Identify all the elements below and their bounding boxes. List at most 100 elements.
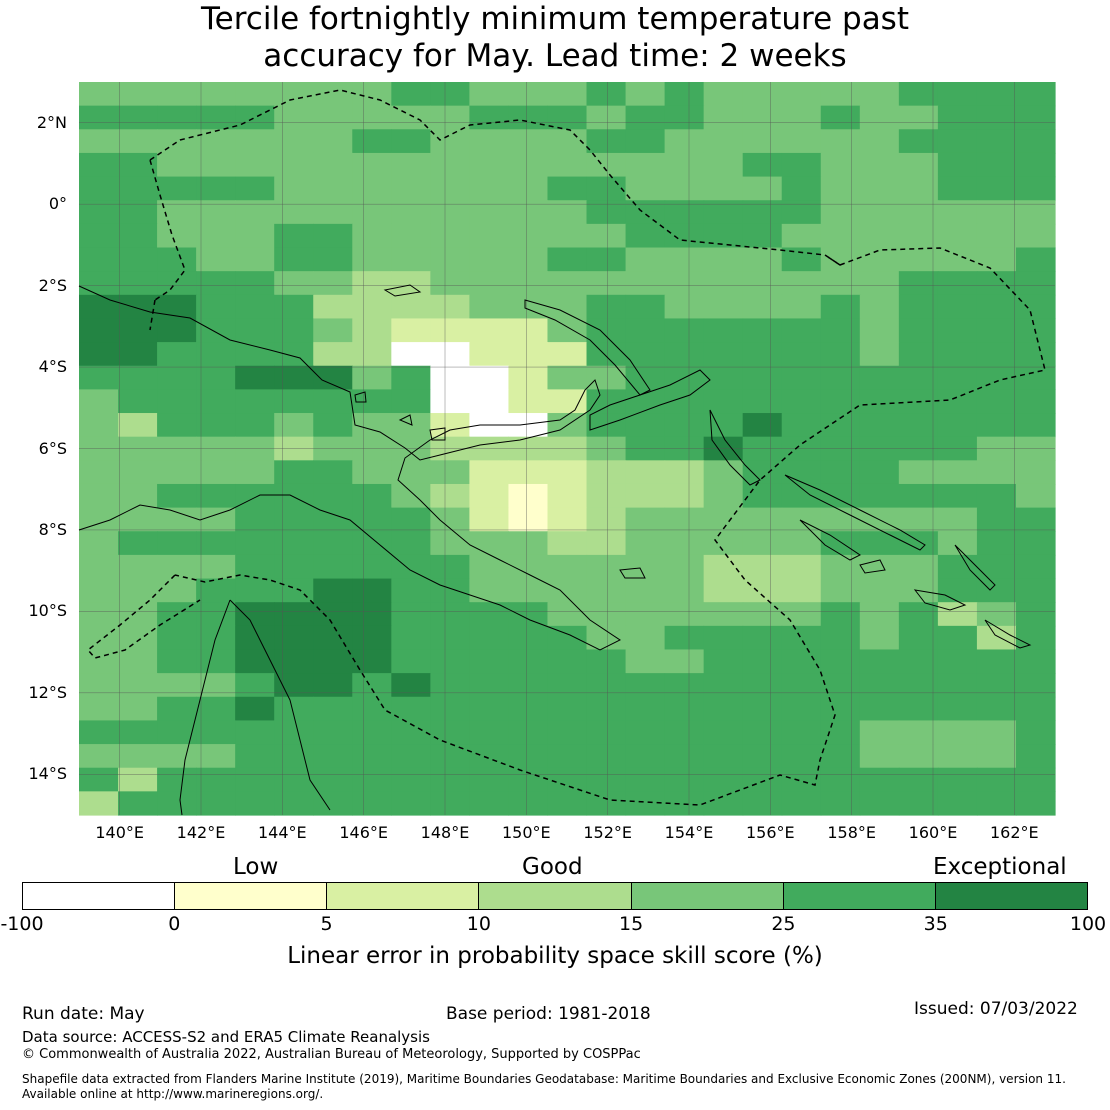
skill-cell xyxy=(859,436,900,461)
skill-cell xyxy=(313,554,353,580)
skill-cell xyxy=(586,720,627,745)
skill-cell xyxy=(391,554,431,580)
skill-cell xyxy=(742,696,783,722)
skill-cell xyxy=(1015,791,1056,816)
skill-cell xyxy=(976,483,1017,509)
skill-cell xyxy=(508,105,549,130)
skill-cell xyxy=(235,649,275,674)
skill-cell xyxy=(508,720,549,745)
skill-cell xyxy=(820,318,861,343)
skill-cell xyxy=(1015,365,1056,390)
skill-cell xyxy=(547,436,588,461)
skill-cell xyxy=(703,176,744,201)
skill-cell xyxy=(157,767,197,792)
skill-cell xyxy=(1015,578,1056,603)
skill-cell xyxy=(430,365,470,390)
skill-cell xyxy=(586,696,627,722)
skill-cell xyxy=(976,531,1017,556)
skill-cell xyxy=(976,744,1017,769)
skill-cell xyxy=(664,531,705,556)
skill-cell xyxy=(781,720,822,745)
longitude-tick-label: 158°E xyxy=(827,823,876,842)
skill-cell xyxy=(118,413,158,438)
skill-cell xyxy=(742,649,783,674)
colorbar-segment xyxy=(23,883,176,909)
skill-cell xyxy=(859,767,900,792)
skill-cell xyxy=(976,507,1017,532)
skill-cell xyxy=(235,318,275,343)
skill-cell xyxy=(469,342,510,367)
shapefile-credit-line-2: Available online at http://www.marinereg… xyxy=(22,1087,324,1101)
skill-cell xyxy=(664,696,705,722)
skill-cell xyxy=(742,413,783,438)
skill-cell xyxy=(79,460,119,485)
skill-cell xyxy=(859,271,900,296)
skill-cell xyxy=(859,129,900,154)
skill-cell xyxy=(469,767,510,792)
skill-cell xyxy=(118,365,158,390)
skill-cell xyxy=(391,791,431,816)
skill-cell xyxy=(898,152,939,178)
skill-cell xyxy=(976,791,1017,816)
skill-cell xyxy=(547,507,588,532)
skill-cell xyxy=(352,507,392,532)
skill-cell xyxy=(157,696,197,722)
skill-cell xyxy=(313,294,353,320)
latitude-tick-label: 14°S xyxy=(28,764,67,784)
skill-cell xyxy=(898,531,939,556)
skill-cell xyxy=(469,720,510,745)
skill-cell xyxy=(937,696,978,722)
skill-cell xyxy=(976,105,1017,130)
skill-cell xyxy=(430,767,470,792)
skill-cell xyxy=(742,105,783,130)
skill-cell xyxy=(508,152,549,178)
skill-cell xyxy=(391,200,431,225)
skill-cell xyxy=(274,673,314,698)
skill-cell xyxy=(196,271,236,296)
skill-cell xyxy=(313,247,353,272)
skill-cell xyxy=(430,152,470,178)
skill-cell xyxy=(937,271,978,296)
skill-cell xyxy=(976,247,1017,272)
skill-cell xyxy=(430,389,470,414)
skill-cell xyxy=(352,720,392,745)
skill-cell xyxy=(742,200,783,225)
skill-cell xyxy=(430,318,470,343)
skill-cell xyxy=(937,649,978,674)
latitude-tick-label: 10°S xyxy=(28,601,67,621)
skill-cell xyxy=(313,602,353,627)
skill-cell xyxy=(157,365,197,390)
skill-cell xyxy=(781,578,822,603)
skill-cell xyxy=(469,129,510,154)
skill-cell xyxy=(937,531,978,556)
skill-cell xyxy=(391,507,431,532)
skill-cell xyxy=(235,129,275,154)
skill-cell xyxy=(274,744,314,769)
skill-cell xyxy=(196,365,236,390)
skill-cell xyxy=(976,223,1017,249)
skill-cell xyxy=(820,744,861,769)
skill-cell xyxy=(469,247,510,272)
skill-cell xyxy=(118,342,158,367)
skill-cell xyxy=(313,342,353,367)
skill-cell xyxy=(547,460,588,485)
skill-cell xyxy=(79,483,119,509)
skill-cell xyxy=(898,82,939,107)
skill-cell xyxy=(391,82,431,107)
skill-cell xyxy=(820,767,861,792)
skill-cell xyxy=(625,625,666,651)
skill-cell xyxy=(976,176,1017,201)
skill-cell xyxy=(820,720,861,745)
skill-cell xyxy=(547,602,588,627)
skill-cell xyxy=(898,649,939,674)
skill-cell xyxy=(118,247,158,272)
skill-cell xyxy=(196,602,236,627)
skill-cell xyxy=(625,578,666,603)
skill-cell xyxy=(391,294,431,320)
skill-score-grid xyxy=(79,82,1056,816)
skill-cell xyxy=(79,696,119,722)
skill-cell xyxy=(1015,176,1056,201)
skill-cell xyxy=(625,294,666,320)
skill-cell xyxy=(898,791,939,816)
skill-cell xyxy=(547,152,588,178)
